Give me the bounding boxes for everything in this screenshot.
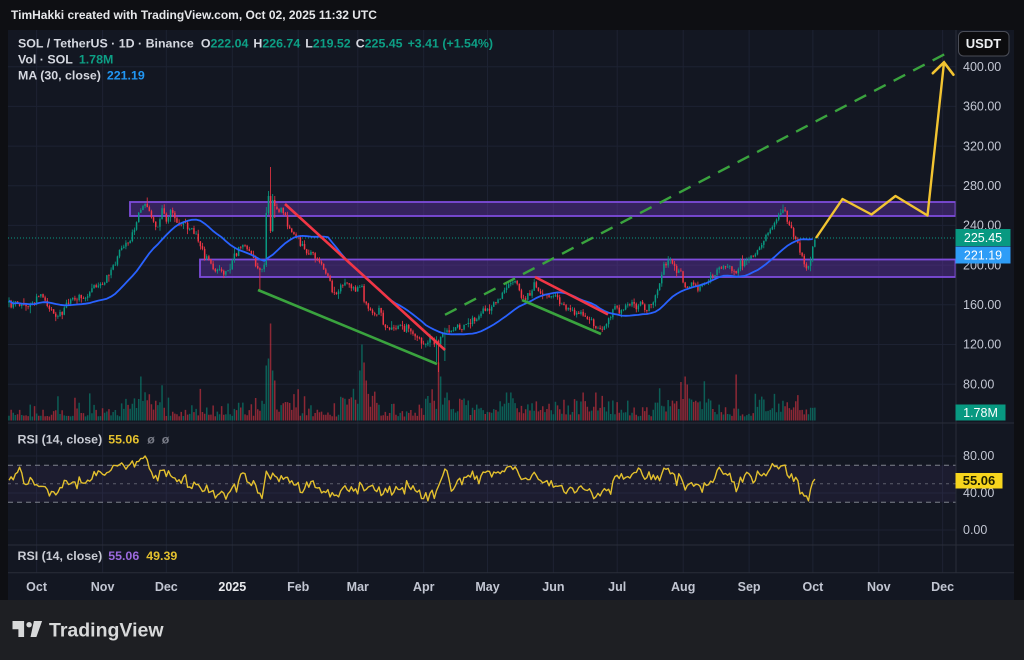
svg-text:Dec: Dec — [931, 580, 954, 594]
svg-text:80.00: 80.00 — [963, 449, 994, 463]
svg-text:55.06: 55.06 — [963, 473, 996, 488]
svg-text:80.00: 80.00 — [963, 377, 994, 391]
svg-text:Oct: Oct — [26, 580, 48, 594]
svg-text:225.45: 225.45 — [964, 231, 1002, 245]
svg-text:120.00: 120.00 — [963, 338, 1001, 352]
svg-text:Mar: Mar — [347, 580, 369, 594]
svg-text:TradingView: TradingView — [49, 620, 164, 642]
svg-text:360.00: 360.00 — [963, 100, 1001, 114]
svg-text:Nov: Nov — [91, 580, 115, 594]
svg-text:280.00: 280.00 — [963, 179, 1001, 193]
svg-text:Nov: Nov — [867, 580, 891, 594]
svg-text:221.19: 221.19 — [964, 248, 1002, 262]
svg-text:Oct: Oct — [802, 580, 824, 594]
svg-text:USDT: USDT — [966, 36, 1001, 51]
svg-text:1.78M: 1.78M — [963, 406, 998, 420]
svg-text:Sep: Sep — [738, 580, 761, 594]
svg-text:MA (30, close)221.19: MA (30, close) 221.19 — [18, 69, 145, 83]
svg-text:TimHakki created with TradingV: TimHakki created with TradingView.com, O… — [11, 8, 377, 22]
svg-text:400.00: 400.00 — [963, 60, 1001, 74]
svg-text:Feb: Feb — [287, 580, 310, 594]
svg-text:Jun: Jun — [542, 580, 564, 594]
svg-text:40.00: 40.00 — [963, 486, 994, 500]
svg-text:Jul: Jul — [608, 580, 626, 594]
svg-text:160.00: 160.00 — [963, 298, 1001, 312]
svg-text:Aug: Aug — [671, 580, 695, 594]
svg-text:Apr: Apr — [413, 580, 435, 594]
svg-text:May: May — [475, 580, 499, 594]
svg-text:2025: 2025 — [218, 580, 246, 594]
svg-text:Dec: Dec — [155, 580, 178, 594]
svg-text:0.00: 0.00 — [963, 523, 987, 537]
svg-text:320.00: 320.00 — [963, 139, 1001, 153]
